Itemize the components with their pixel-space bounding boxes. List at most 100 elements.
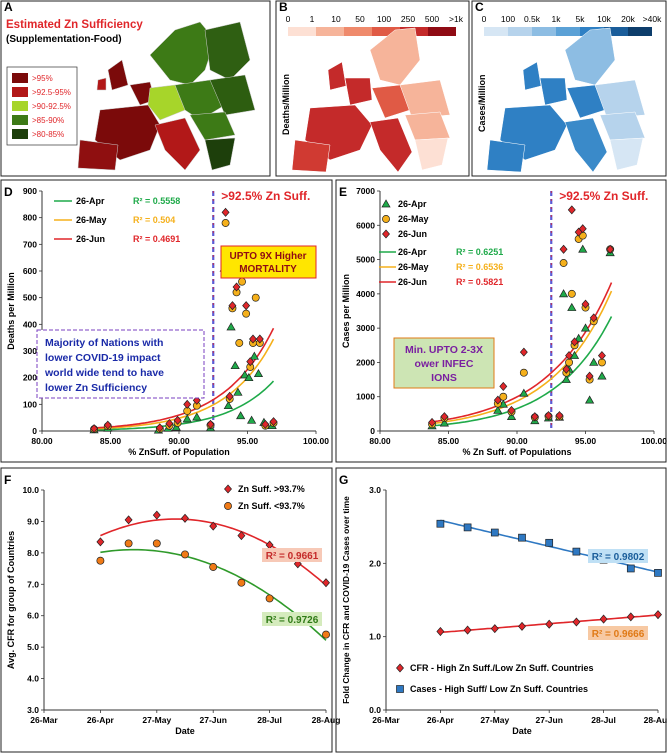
data-point bbox=[654, 610, 662, 620]
data-point bbox=[626, 564, 635, 573]
scale-label: 100 bbox=[501, 14, 515, 24]
y-axis-label: Avg. CFR for group of Countries bbox=[6, 531, 16, 669]
data-point bbox=[237, 578, 246, 587]
scale-swatch bbox=[484, 27, 508, 36]
data-point bbox=[251, 293, 260, 302]
legend-label: CFR - High Zn Suff./Low Zn Suff. Countri… bbox=[410, 663, 593, 673]
scale-label: 10 bbox=[331, 14, 341, 24]
data-point bbox=[599, 614, 608, 624]
y-tick-label: 0.0 bbox=[369, 705, 381, 715]
data-point bbox=[597, 371, 607, 380]
y-tick-label: 4.0 bbox=[27, 674, 39, 684]
scale-swatch bbox=[428, 27, 456, 36]
legend-swatch bbox=[12, 129, 28, 139]
infections-annotation bbox=[393, 337, 495, 389]
data-point bbox=[235, 339, 244, 347]
data-point bbox=[96, 556, 105, 565]
annotation-text: ower INFEC bbox=[415, 358, 474, 370]
data-point bbox=[103, 420, 112, 430]
legend-swatch bbox=[12, 87, 28, 97]
data-point bbox=[96, 537, 105, 547]
chart-deaths-scatter: 0 100 200 300 400 500 600 700 800 900 80.00 85.00 90… bbox=[6, 186, 329, 457]
y-tick-label: 4000 bbox=[356, 289, 375, 299]
data-point bbox=[578, 224, 587, 234]
y-tick-label: 0 bbox=[32, 426, 37, 436]
annotation-text: UPTO 9X Higher bbox=[229, 251, 306, 262]
scale-label: 5k bbox=[576, 14, 586, 24]
y-tick-label: 2000 bbox=[356, 357, 375, 367]
scale-swatch bbox=[288, 27, 316, 36]
data-point bbox=[221, 207, 230, 217]
legend-label: Zn Suff. <93.7% bbox=[238, 501, 305, 511]
data-point bbox=[152, 539, 161, 548]
data-point bbox=[597, 351, 606, 361]
r2-label: R² = 0.6536 bbox=[456, 262, 503, 272]
data-point bbox=[255, 334, 264, 344]
data-point bbox=[322, 578, 330, 588]
r2-label: R² = 0.6251 bbox=[456, 247, 503, 257]
x-tick-label: 28-Aug bbox=[644, 715, 667, 725]
legend-label: 26-Apr bbox=[398, 247, 427, 257]
data-point bbox=[173, 415, 182, 425]
data-point bbox=[322, 630, 330, 639]
threshold-label: >92.5% Zn Suff. bbox=[221, 189, 310, 203]
data-point bbox=[436, 627, 445, 637]
data-point bbox=[585, 371, 594, 381]
nations-annotation bbox=[36, 329, 205, 399]
y-tick-label: 6.0 bbox=[27, 611, 39, 621]
data-point bbox=[249, 351, 259, 360]
data-point bbox=[238, 277, 246, 286]
r2-badge bbox=[588, 549, 648, 563]
data-point bbox=[589, 357, 599, 366]
scale-label: 20k bbox=[621, 14, 635, 24]
x-tick-label: 95.00 bbox=[237, 436, 259, 446]
panel-letter: A bbox=[4, 0, 13, 14]
trendline bbox=[94, 380, 275, 431]
data-point bbox=[519, 368, 528, 377]
data-point bbox=[581, 299, 590, 309]
scale-label: 250 bbox=[401, 14, 415, 24]
r2-label: R² = 0.9802 bbox=[592, 552, 645, 563]
trendline bbox=[94, 338, 275, 430]
x-tick-label: 26-Mar bbox=[30, 715, 58, 725]
data-point bbox=[428, 417, 437, 427]
chart-cases-scatter: 0 1000 2000 3000 4000 5000 6000 7000 80.00 85.00 9… bbox=[341, 186, 667, 457]
data-point bbox=[165, 419, 174, 429]
data-point bbox=[506, 411, 517, 420]
data-point bbox=[544, 411, 553, 421]
scale-label: 0 bbox=[286, 14, 291, 24]
data-point bbox=[519, 347, 528, 357]
legend-label: Zn Suff. >93.7% bbox=[238, 484, 305, 494]
data-point bbox=[396, 685, 404, 693]
x-axis-label: Date bbox=[512, 726, 532, 736]
data-point bbox=[518, 621, 526, 631]
data-point bbox=[224, 484, 232, 494]
y-tick-label: 3.0 bbox=[369, 485, 381, 495]
data-point bbox=[209, 563, 218, 571]
r2-label: R² = 0.504 bbox=[133, 215, 175, 225]
data-point bbox=[530, 412, 539, 422]
data-point bbox=[555, 411, 564, 421]
y-tick-label: 8.0 bbox=[27, 548, 39, 558]
europe-map-zn bbox=[77, 21, 256, 171]
panel-d bbox=[0, 179, 333, 463]
x-tick-label: 27-May bbox=[142, 715, 171, 725]
scale-label: 100 bbox=[377, 14, 391, 24]
legend-label: >90-92.5% bbox=[32, 102, 71, 111]
data-point bbox=[493, 405, 503, 414]
scale-label: 0 bbox=[482, 14, 487, 24]
data-point bbox=[567, 205, 576, 215]
scale-swatch bbox=[604, 27, 628, 36]
data-point bbox=[463, 625, 472, 635]
data-point bbox=[559, 244, 568, 254]
scale-swatch bbox=[316, 27, 344, 36]
r2-label: R² = 0.5821 bbox=[456, 277, 503, 287]
data-point bbox=[269, 417, 278, 427]
r2-label: R² = 0.9666 bbox=[592, 629, 645, 640]
data-point bbox=[436, 519, 445, 528]
trendline bbox=[432, 290, 613, 425]
r2-badge bbox=[588, 626, 648, 640]
x-tick-label: 90.00 bbox=[506, 436, 528, 446]
data-point bbox=[240, 370, 250, 379]
annotation-text: lower Zn Sufficiency bbox=[45, 382, 147, 394]
